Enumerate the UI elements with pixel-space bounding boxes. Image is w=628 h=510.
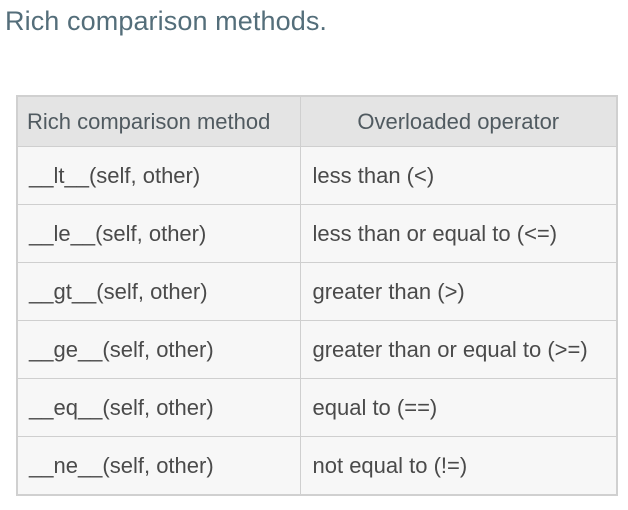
table-row: __gt__(self, other) greater than (>)	[18, 262, 616, 321]
method-cell: __gt__(self, other)	[18, 262, 301, 321]
method-cell: __ge__(self, other)	[18, 320, 301, 379]
table-header-row: Rich comparison method Overloaded operat…	[18, 97, 616, 147]
table-row: __ge__(self, other) greater than or equa…	[18, 320, 616, 379]
column-header-method: Rich comparison method	[18, 97, 301, 147]
operator-cell: not equal to (!=)	[299, 436, 616, 494]
column-header-operator: Overloaded operator	[299, 97, 616, 147]
operator-cell: less than (<)	[299, 146, 616, 205]
table-row: __ne__(self, other) not equal to (!=)	[18, 436, 616, 494]
operator-cell: greater than (>)	[299, 262, 616, 321]
comparison-table: Rich comparison method Overloaded operat…	[18, 97, 616, 494]
operator-cell: equal to (==)	[299, 378, 616, 437]
page-heading: Rich comparison methods.	[5, 6, 328, 36]
method-cell: __eq__(self, other)	[18, 378, 301, 437]
operator-cell: greater than or equal to (>=)	[299, 320, 616, 379]
table-row: __lt__(self, other) less than (<)	[18, 146, 616, 205]
method-cell: __lt__(self, other)	[18, 146, 301, 205]
table-row: __le__(self, other) less than or equal t…	[18, 204, 616, 263]
operator-cell: less than or equal to (<=)	[299, 204, 616, 263]
method-cell: __ne__(self, other)	[18, 436, 301, 494]
comparison-table-container: Rich comparison method Overloaded operat…	[16, 95, 618, 496]
table-row: __eq__(self, other) equal to (==)	[18, 378, 616, 437]
method-cell: __le__(self, other)	[18, 204, 301, 263]
